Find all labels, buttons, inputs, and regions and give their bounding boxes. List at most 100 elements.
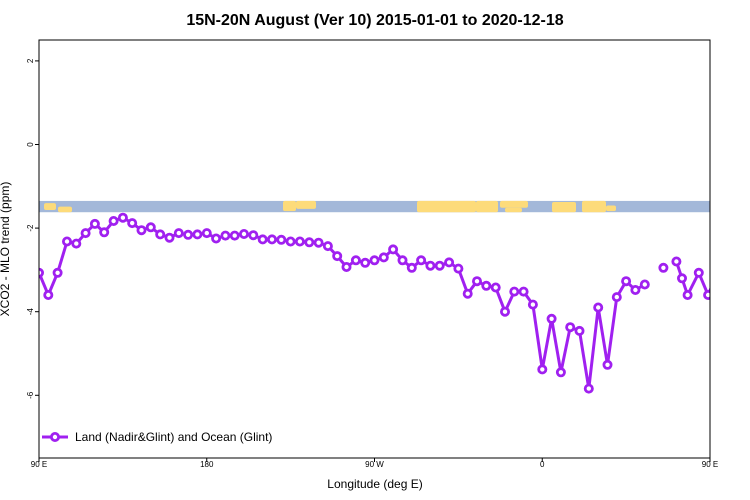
data-point [639,279,650,290]
data-point [332,251,343,262]
data-point [453,263,464,274]
data-point [388,244,399,255]
data-point [229,230,240,241]
y-tick-label: 2 [26,58,35,63]
data-point [444,257,455,268]
land-mass [582,200,606,213]
land-mass [417,200,476,213]
data-point [546,313,557,324]
data-point [593,302,604,313]
land-mass [296,200,316,209]
x-tick-label: 90 E [31,460,47,469]
data-point [742,230,749,237]
y-tick-label: 0 [26,142,35,147]
x-axis: 90 E 180 90 W 0 90 E [31,458,718,469]
data-point [183,229,194,240]
legend-marker-swatch [50,431,61,442]
data-point [62,236,73,247]
data-point [677,273,688,284]
data-point [341,261,352,272]
data-point [611,292,622,303]
data-point [322,241,333,252]
series-line [674,261,710,297]
data-point [555,367,566,378]
data-point [99,227,110,238]
data-point [211,233,222,244]
data-point [201,228,212,239]
land-mass [44,203,56,210]
x-axis-label: Longitude (deg E) [327,477,422,491]
data-point [89,218,100,229]
data-point [658,262,669,273]
legend-label: Land (Nadir&Glint) and Ocean (Glint) [75,430,272,444]
data-point [43,289,54,300]
data-point [462,288,473,299]
data-point [313,237,324,248]
data-point [509,286,520,297]
data-point [630,284,641,295]
data-point [416,255,427,266]
data-point [733,240,740,247]
data-point [723,238,730,245]
data-point [703,290,710,300]
y-axis-label: XCO2 - MLO trend (ppm) [0,182,12,317]
data-point [127,218,138,229]
land-mass [606,205,616,212]
land-mass [283,200,296,212]
data-point [80,228,91,239]
data-point [537,364,548,375]
data-point [602,359,613,370]
data-point [481,280,492,291]
data-point [527,299,538,310]
x-tick-label: 0 [540,460,545,469]
data-point [682,289,693,300]
data-point [238,228,249,239]
x-tick-label: 90 W [365,460,384,469]
data-point [136,225,147,236]
data-point [406,262,417,273]
legend: Land (Nadir&Glint) and Ocean (Glint) [42,430,272,444]
data-point [490,282,501,293]
series-layer [39,212,749,394]
data-point [108,215,119,226]
data-point [621,276,632,287]
data-point [248,230,259,241]
data-point [145,222,156,233]
data-point [499,306,510,317]
data-point [360,257,371,268]
ocean-band [39,200,710,213]
data-point [518,286,529,297]
data-point [304,237,315,248]
data-point [434,260,445,271]
y-tick-label: -6 [26,391,35,399]
data-point [425,260,436,271]
x-tick-label: 180 [200,460,214,469]
data-point [266,234,277,245]
land-mass [476,200,498,213]
y-tick-label: -4 [26,308,35,316]
data-point [155,229,166,240]
data-point [220,230,231,241]
land-mass [58,206,72,213]
data-point [164,232,175,243]
series-line [39,216,646,391]
data-point [257,234,268,245]
chart-title: 15N-20N August (Ver 10) 2015-01-01 to 20… [186,12,563,29]
data-point [173,228,184,239]
y-tick-label: -2 [26,224,35,232]
data-point [276,234,287,245]
data-point [471,276,482,287]
data-point [117,212,128,223]
data-point [285,236,296,247]
data-point [294,236,305,247]
x-tick-label: 90 E [702,460,718,469]
land-mass [552,202,576,213]
data-point [671,256,682,267]
land-mass [505,207,522,213]
land-ocean-band [39,200,710,213]
data-point [714,269,721,276]
data-point [583,383,594,394]
data-point [565,322,576,333]
data-point [192,229,203,240]
